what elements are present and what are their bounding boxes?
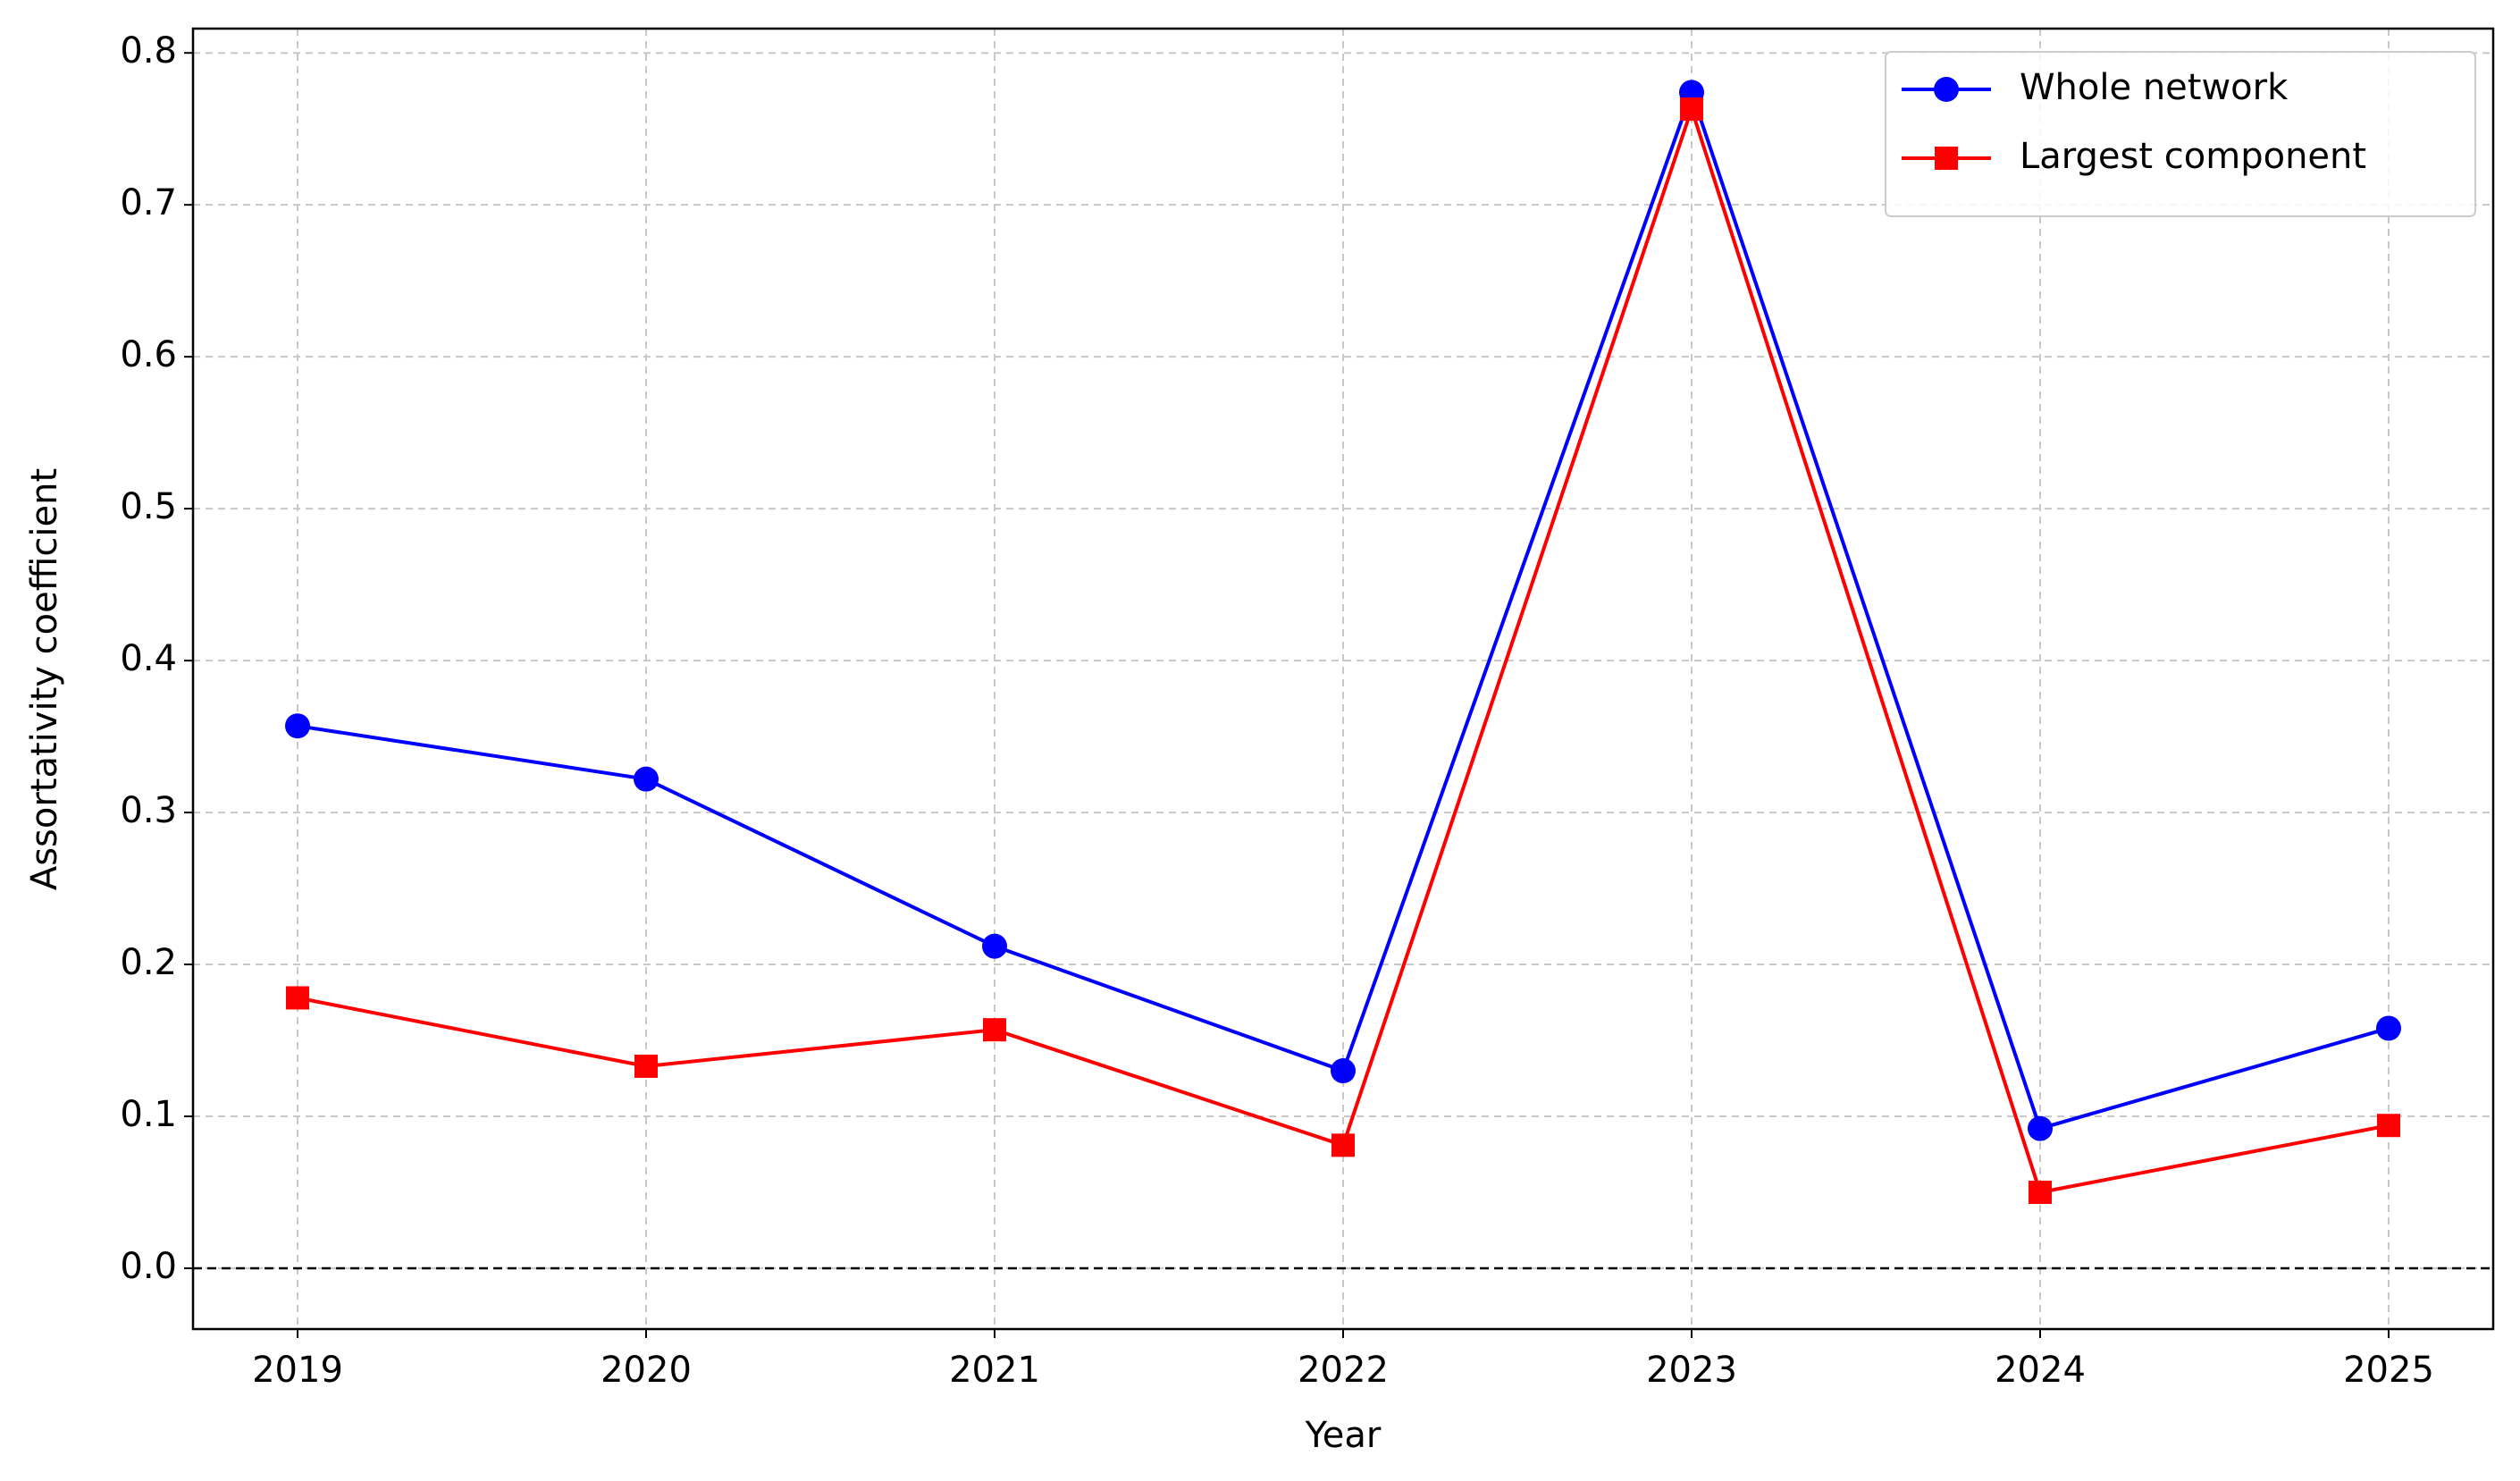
x-tick-label: 2024 <box>1995 1350 2086 1391</box>
marker <box>2028 1115 2053 1141</box>
marker <box>634 766 659 792</box>
x-tick-label: 2022 <box>1298 1350 1389 1391</box>
marker <box>286 986 309 1010</box>
marker <box>285 713 310 739</box>
marker <box>1331 1133 1355 1157</box>
legend-marker <box>1935 147 1958 170</box>
y-tick-label: 0.6 <box>120 334 177 375</box>
legend-marker <box>1934 77 1959 102</box>
legend-label: Whole network <box>2020 67 2289 108</box>
y-axis-label: Assortativity coefficient <box>24 468 65 890</box>
legend-label: Largest component <box>2020 136 2366 177</box>
x-tick-label: 2023 <box>1646 1350 1737 1391</box>
y-tick-label: 0.1 <box>120 1094 177 1135</box>
legend: Whole network Largest component <box>1885 51 2476 217</box>
x-tick-label: 2019 <box>252 1350 343 1391</box>
marker <box>2376 1015 2401 1041</box>
y-tick-label: 0.2 <box>120 942 177 983</box>
y-tick-label: 0.3 <box>120 790 177 831</box>
y-tick-label: 0.7 <box>120 182 177 223</box>
plot-frame <box>191 27 2495 1331</box>
marker <box>634 1054 658 1078</box>
x-tick-label: 2025 <box>2343 1350 2434 1391</box>
x-tick-label: 2021 <box>949 1350 1040 1391</box>
x-axis-label: Year <box>1305 1415 1382 1456</box>
marker <box>1331 1058 1356 1084</box>
y-tick-label: 0.8 <box>120 30 177 72</box>
marker <box>2029 1181 2052 1205</box>
legend-box <box>1885 51 2476 217</box>
y-tick-label: 0.4 <box>120 638 177 679</box>
marker <box>982 933 1007 959</box>
x-tick-label: 2020 <box>601 1350 692 1391</box>
marker <box>983 1018 1006 1042</box>
marker <box>1680 97 1703 122</box>
y-tick-label: 0.0 <box>120 1246 177 1287</box>
marker <box>2377 1114 2400 1138</box>
y-tick-label: 0.5 <box>120 486 177 527</box>
